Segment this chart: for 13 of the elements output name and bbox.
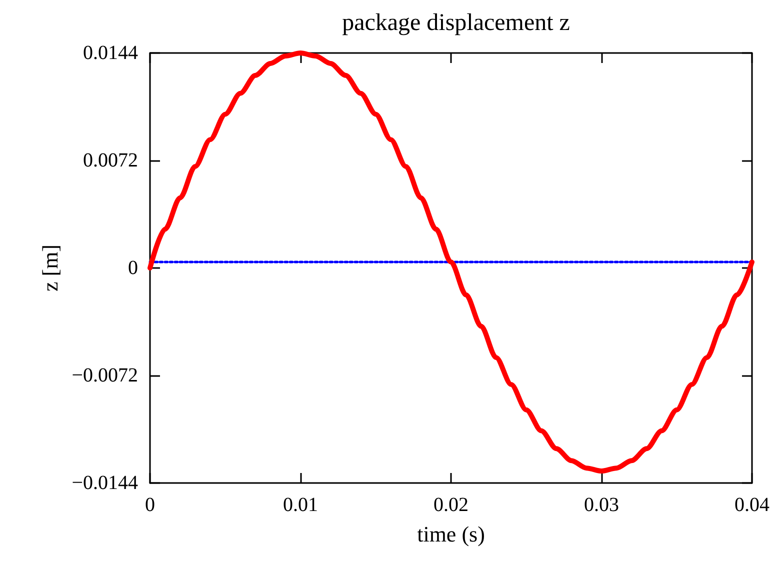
- x-tick-label: 0.03: [584, 494, 619, 516]
- y-tick-label: 0.0072: [83, 150, 138, 172]
- x-axis-title: time (s): [417, 522, 485, 546]
- x-tick-label: 0: [145, 494, 155, 516]
- y-axis-title: z [m]: [37, 244, 62, 292]
- y-tick-label: 0: [128, 257, 138, 279]
- y-tick-label: −0.0144: [72, 472, 138, 494]
- x-tick-label: 0.02: [434, 494, 468, 516]
- x-tick-label: 0.01: [283, 494, 318, 516]
- chart-title: package displacement z: [342, 10, 570, 36]
- y-tick-label: 0.0144: [83, 42, 138, 64]
- y-tick-label: −0.0072: [72, 364, 138, 386]
- x-tick-label: 0.04: [734, 494, 770, 516]
